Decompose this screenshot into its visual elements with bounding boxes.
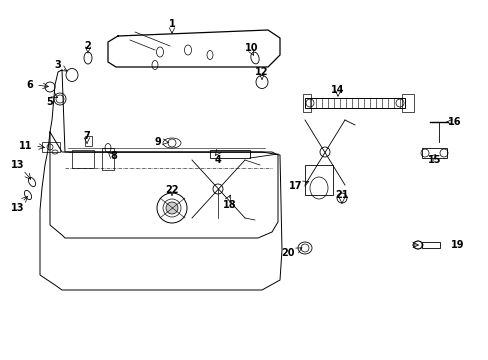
Text: 18: 18 xyxy=(223,200,236,210)
Text: 9: 9 xyxy=(154,137,161,147)
Text: 3: 3 xyxy=(55,60,61,70)
Bar xyxy=(209,150,249,158)
Text: 19: 19 xyxy=(450,240,464,250)
Bar xyxy=(305,98,404,108)
Bar xyxy=(401,94,413,112)
Text: 6: 6 xyxy=(26,80,33,90)
Text: 10: 10 xyxy=(245,43,258,53)
Text: 13: 13 xyxy=(11,160,25,170)
Text: 17: 17 xyxy=(289,181,302,191)
Text: 15: 15 xyxy=(427,155,441,165)
Bar xyxy=(102,148,114,170)
Text: 12: 12 xyxy=(255,67,268,77)
Text: 5: 5 xyxy=(46,97,53,107)
Text: 21: 21 xyxy=(335,190,348,200)
Text: 11: 11 xyxy=(19,141,33,151)
Text: 22: 22 xyxy=(165,185,179,195)
Text: 2: 2 xyxy=(84,41,91,51)
Text: 20: 20 xyxy=(281,248,294,258)
Text: 7: 7 xyxy=(83,131,90,141)
Text: 16: 16 xyxy=(447,117,461,127)
Text: 1: 1 xyxy=(168,19,175,29)
Bar xyxy=(421,148,446,158)
Bar xyxy=(42,142,60,152)
Text: 13: 13 xyxy=(11,203,25,213)
Bar xyxy=(72,150,94,168)
Text: 8: 8 xyxy=(110,151,117,161)
Bar xyxy=(305,165,332,195)
Text: 4: 4 xyxy=(214,155,221,165)
Bar xyxy=(303,94,310,112)
Bar xyxy=(85,136,92,146)
Circle shape xyxy=(165,202,178,214)
Text: 14: 14 xyxy=(330,85,344,95)
Bar xyxy=(421,242,439,248)
